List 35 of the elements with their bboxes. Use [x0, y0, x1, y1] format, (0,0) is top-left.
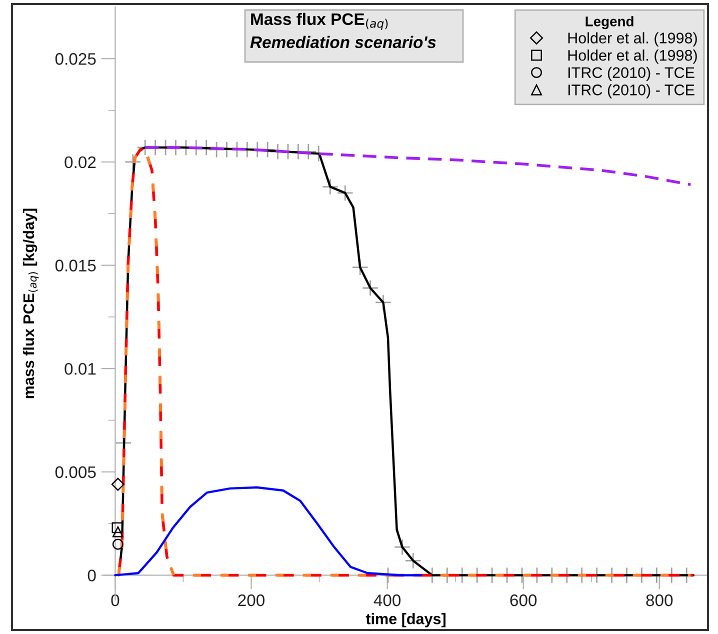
- point: [115, 434, 132, 452]
- x-axis-title: time [days]: [366, 613, 446, 628]
- x-tick-label: 0: [111, 594, 120, 606]
- point: [124, 154, 142, 170]
- y-tick-label: 0.02: [64, 156, 96, 168]
- point: [404, 552, 422, 570]
- point: [362, 280, 379, 296]
- y-axis-title: mass flux PCE$_{(aq)}$ [kg/day]: [22, 208, 39, 398]
- point: [352, 259, 368, 276]
- point: [111, 478, 124, 491]
- point: [112, 538, 124, 550]
- x-tick-label: 400: [374, 594, 401, 606]
- y-tick-label: 0: [88, 570, 96, 582]
- point: [112, 522, 123, 534]
- x-tick-label: 800: [646, 594, 673, 606]
- y-tick-label: 0.01: [64, 362, 96, 375]
- point: [394, 538, 411, 556]
- legend-title: Legend: [586, 16, 634, 30]
- y-tick-label: 0.025: [55, 53, 96, 65]
- legend-label: Holder et al. (1998): [568, 32, 697, 46]
- legend-label: Holder et al. (1998): [568, 50, 697, 64]
- legend-label: ITRC (2010) - TCE: [568, 66, 694, 82]
- point: [112, 526, 124, 538]
- point: [322, 178, 338, 196]
- x-tick-label: 200: [238, 594, 264, 606]
- line-series: [144, 146, 692, 186]
- chart-title: Mass flux PCE$_{(aq)}$: [251, 12, 388, 30]
- text: Remediation scenario's: [250, 36, 436, 48]
- legend-label: ITRC (2010) - TCE: [568, 84, 694, 98]
- y-tick-label: 0.015: [55, 260, 96, 272]
- point: [336, 184, 354, 202]
- y-tick-label: 0.005: [55, 466, 96, 478]
- x-tick-label: 600: [510, 594, 537, 606]
- point: [374, 294, 392, 311]
- line-series: [114, 486, 422, 576]
